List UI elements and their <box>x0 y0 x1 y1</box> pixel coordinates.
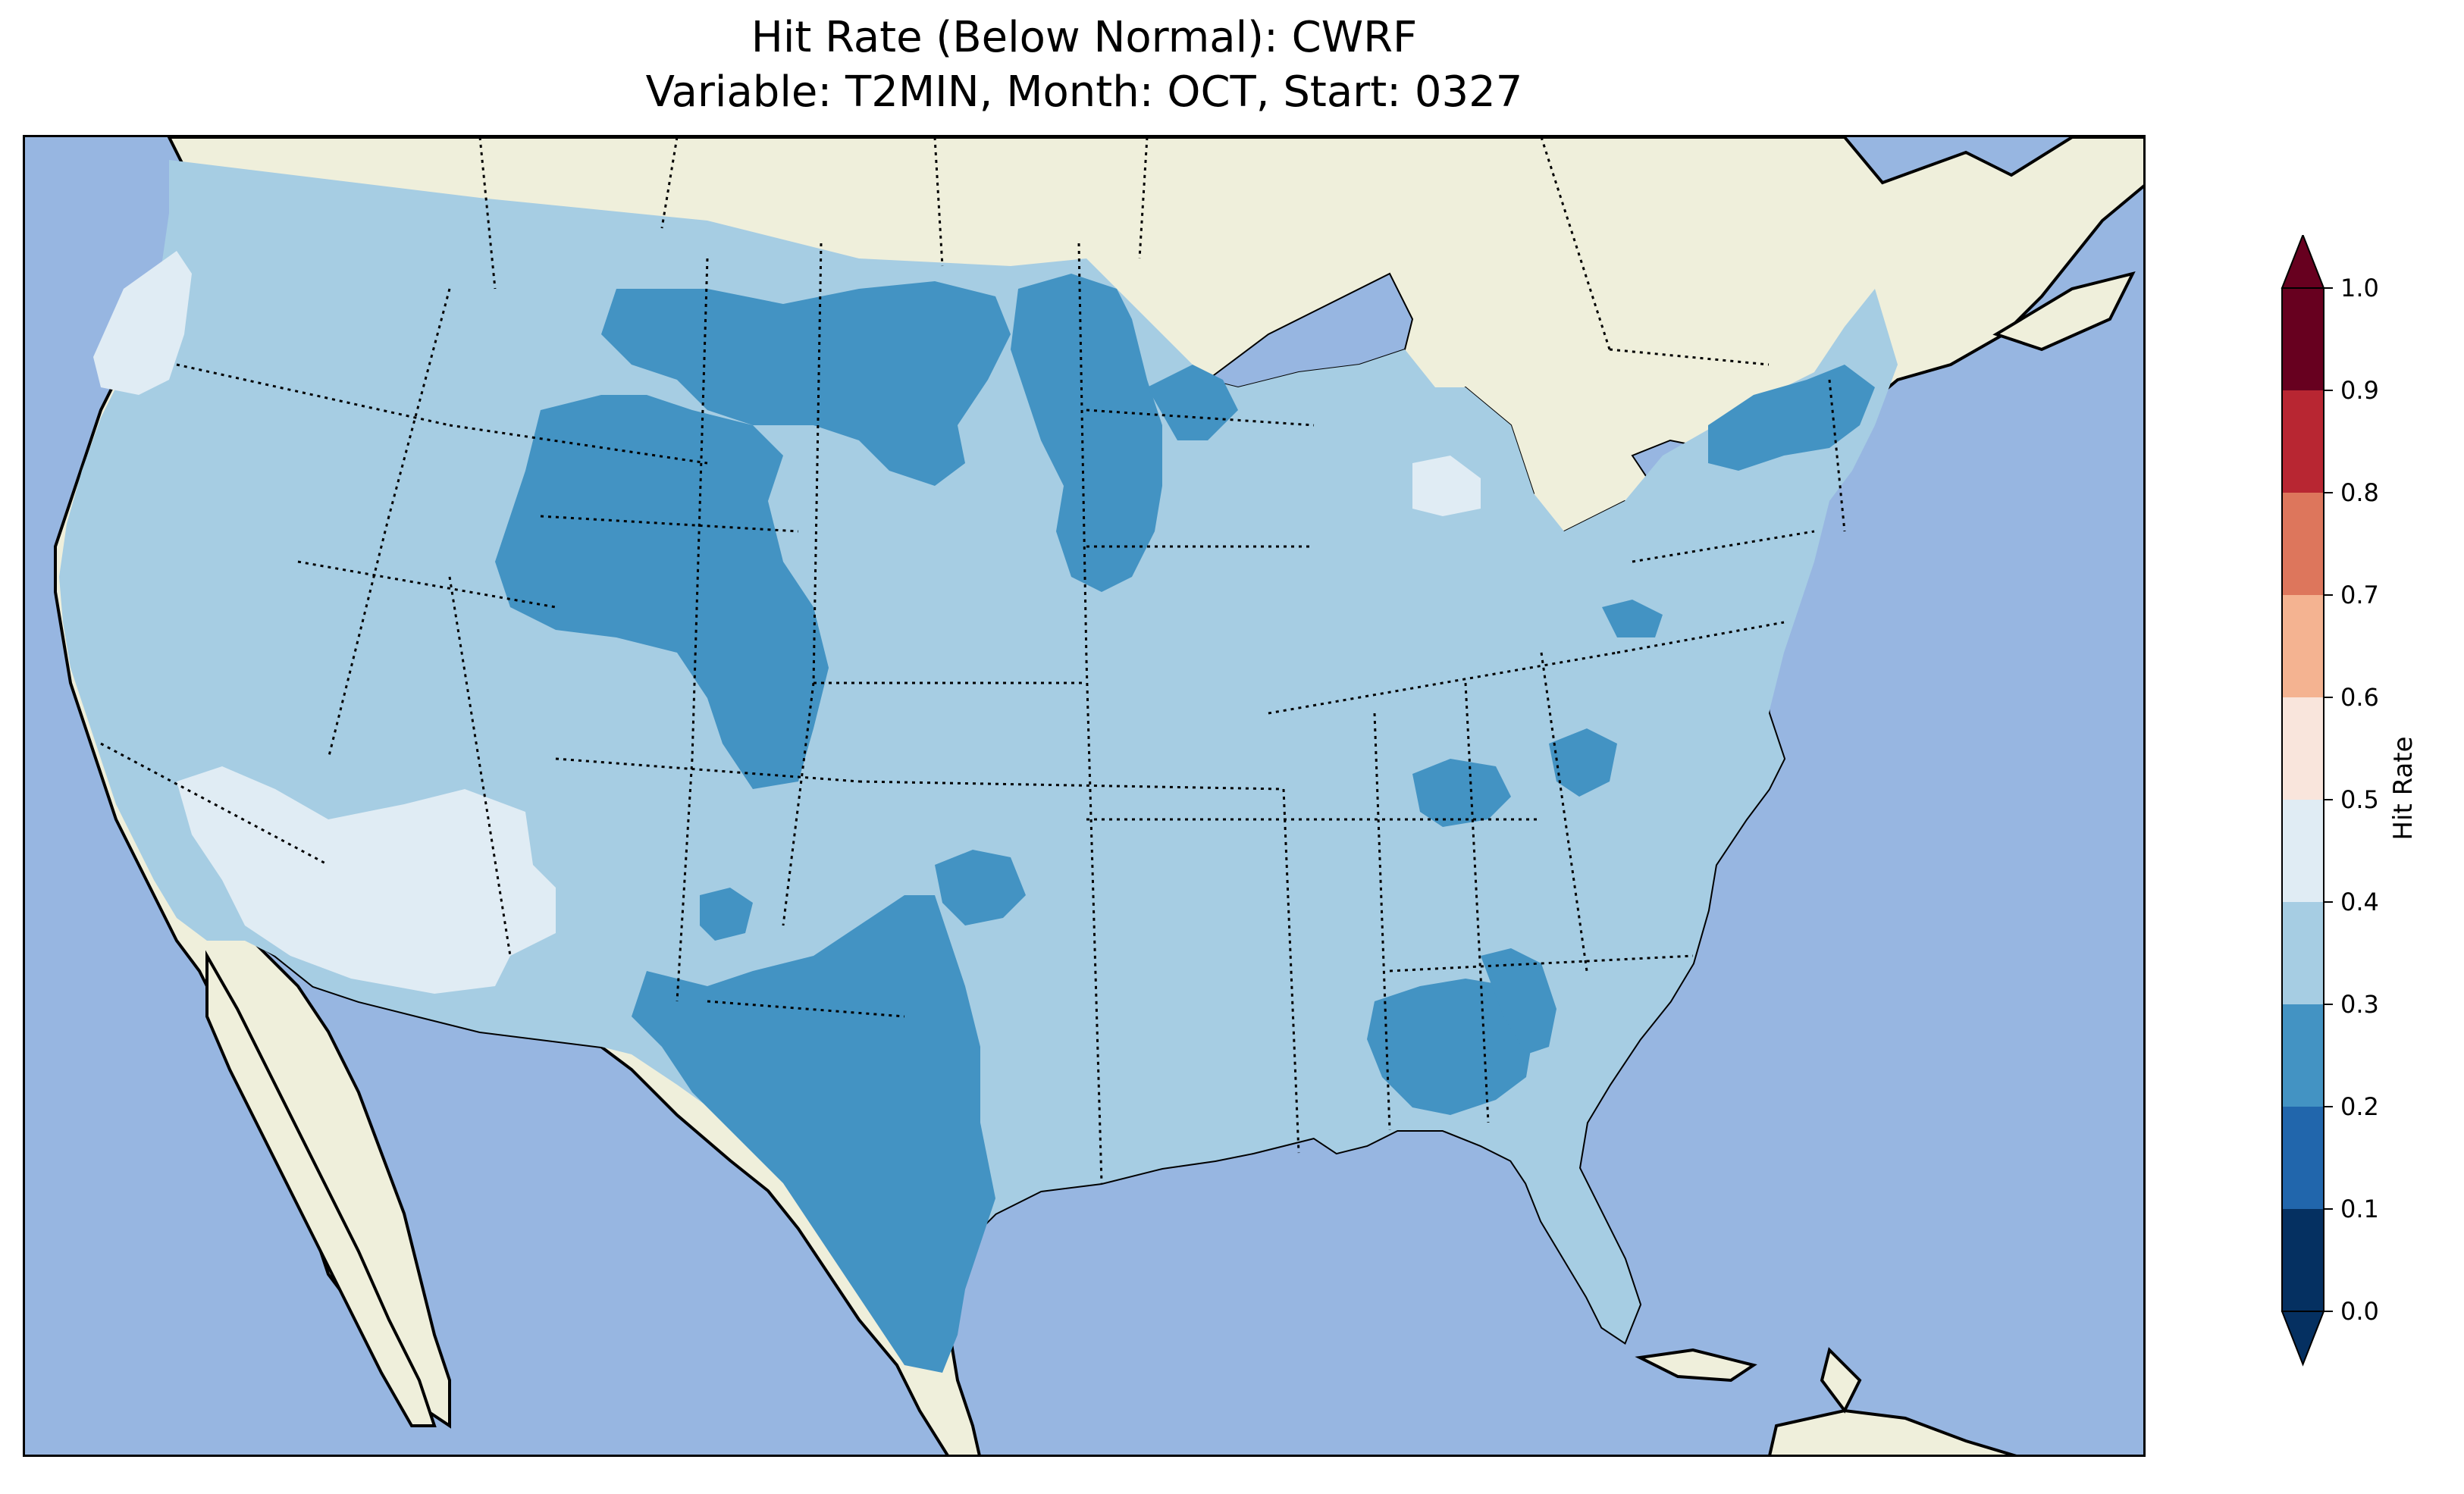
title-line-2: Variable: T2MIN, Month: OCT, Start: 0327 <box>645 67 1523 117</box>
colorbar-bin-0.2-0.3 <box>2282 1004 2324 1107</box>
cuba-west <box>1635 1348 1757 1383</box>
region-kentucky-tennessee <box>1412 759 1511 827</box>
map-title: Hit Rate (Below Normal): CWRF Variable: … <box>23 11 2146 120</box>
region-west-virginia <box>1549 728 1617 797</box>
region-upstate-new-york <box>1708 365 1875 471</box>
region-ohio <box>1602 600 1663 637</box>
region-minnesota <box>1011 274 1162 592</box>
colorbar-tick-label: 0.5 <box>2340 785 2379 814</box>
title-line-1: Hit Rate (Below Normal): CWRF <box>751 13 1418 62</box>
colorbar-tick-label: 1.0 <box>2340 274 2379 302</box>
colorbar-tick-label: 0.8 <box>2340 478 2379 507</box>
region-wyoming-colorado <box>495 395 829 789</box>
region-texas <box>632 895 995 1373</box>
colorbar-tick-label: 0.0 <box>2340 1297 2379 1326</box>
colorbar-bin-0.8-0.9 <box>2282 390 2324 493</box>
region-southwest-desert <box>177 766 556 994</box>
colorbar-bin-0.7-0.8 <box>2282 493 2324 595</box>
state-borders <box>100 137 1846 1184</box>
colorbar-tick-label: 0.3 <box>2340 990 2379 1019</box>
bahamas <box>1820 1347 1862 1414</box>
map-canvas <box>25 137 2143 1455</box>
region-georgia <box>1481 948 1556 1054</box>
nova-scotia <box>1992 271 2136 352</box>
colorbar-bin-0.6-0.7 <box>2282 595 2324 697</box>
colorbar-tick-label: 0.6 <box>2340 683 2379 712</box>
colorbar: 0.0 0.1 0.2 0.3 0.4 0.5 0.6 0.7 0.8 0.9 1.0 <box>2267 235 2456 1372</box>
colorbar-bin-0.3-0.4 <box>2282 902 2324 1004</box>
colorbar-tick-label: 0.9 <box>2340 376 2379 405</box>
colorbar-tick-label: 0.1 <box>2340 1195 2379 1223</box>
colorbar-bin-0.5-0.6 <box>2282 697 2324 800</box>
region-minnesota-east <box>1147 365 1238 440</box>
colorbar-canvas: 0.0 0.1 0.2 0.3 0.4 0.5 0.6 0.7 0.8 0.9 1.0 <box>2281 235 2379 1367</box>
hit-rate-field <box>59 160 1898 1373</box>
region-michigan <box>1412 456 1481 516</box>
region-pacific-northwest-coast <box>93 251 192 395</box>
baja-peninsula <box>205 950 437 1427</box>
map-frame[interactable] <box>23 135 2146 1457</box>
region-new-mexico <box>700 888 753 941</box>
colorbar-bin-0-0.1 <box>2282 1209 2324 1311</box>
region-northern-plains <box>601 281 1011 486</box>
colorbar-tick-label: 0.2 <box>2340 1092 2379 1121</box>
colorbar-extend-high <box>2281 235 2325 289</box>
region-texas-panhandle <box>935 850 1026 926</box>
colorbar-extend-low <box>2281 1311 2325 1367</box>
colorbar-tick-label: 0.4 <box>2340 888 2379 916</box>
colorbar-bin-0.9-1 <box>2282 288 2324 390</box>
colorbar-tick-label: 0.7 <box>2340 581 2379 609</box>
region-alabama-mississippi <box>1367 979 1534 1115</box>
colorbar-label: Hit Rate <box>2388 736 2419 841</box>
colorbar-bin-0.4-0.5 <box>2282 800 2324 902</box>
colorbar-bin-0.1-0.2 <box>2282 1107 2324 1209</box>
